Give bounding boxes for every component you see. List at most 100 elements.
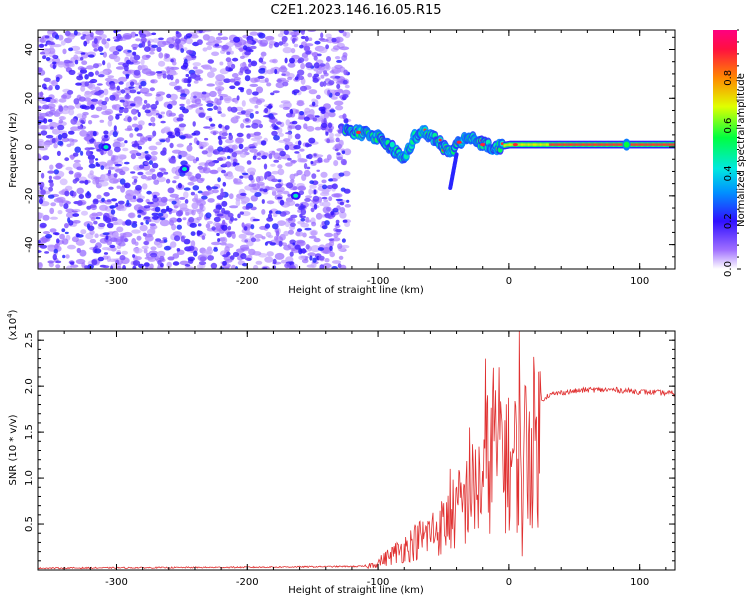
heatmap-noise-mark xyxy=(117,49,122,52)
heatmap-noise-mark xyxy=(218,81,224,86)
heatmap-noise-mark xyxy=(285,132,292,135)
heatmap-noise-mark xyxy=(112,130,118,138)
heatmap-noise-mark xyxy=(119,178,126,185)
heatmap-noise-mark xyxy=(179,106,186,111)
heatmap-noise-mark xyxy=(187,245,195,251)
heatmap-noise-mark xyxy=(329,251,336,258)
heatmap-noise-mark xyxy=(38,125,46,130)
heatmap-noise-mark xyxy=(107,115,114,121)
heatmap-noise-mark xyxy=(117,97,127,101)
heatmap-noise-mark xyxy=(334,148,339,152)
heatmap-trace-mark xyxy=(620,143,623,146)
heatmap-noise-mark xyxy=(253,264,259,269)
heatmap-noise-mark xyxy=(163,245,171,251)
heatmap-noise-mark xyxy=(88,80,95,84)
heatmap-noise-mark xyxy=(239,244,250,251)
heatmap-noise-mark xyxy=(266,200,275,205)
heatmap-noise-mark xyxy=(210,262,218,269)
heatmap-noise-mark xyxy=(217,166,223,172)
heatmap-noise-mark xyxy=(178,135,186,139)
heatmap-noise-mark xyxy=(66,212,74,219)
heatmap-trace-mark xyxy=(572,143,575,146)
heatmap-noise-mark xyxy=(312,257,317,263)
heatmap-noise-mark xyxy=(80,57,84,61)
heatmap-noise-mark xyxy=(310,207,315,213)
heatmap-noise-mark xyxy=(62,254,66,259)
heatmap-noise-mark xyxy=(207,59,214,64)
heatmap-noise-mark xyxy=(304,227,312,231)
heatmap-noise-mark xyxy=(73,30,78,36)
heatmap-noise-mark xyxy=(229,193,234,200)
heatmap-noise-mark xyxy=(114,163,122,167)
heatmap-noise-mark xyxy=(274,42,280,48)
heatmap-noise-mark xyxy=(136,198,144,203)
heatmap-noise-mark xyxy=(338,255,344,260)
heatmap-noise-mark xyxy=(235,266,239,269)
heatmap-noise-mark xyxy=(150,116,156,123)
heatmap-noise-mark xyxy=(71,236,79,243)
heatmap-noise-mark xyxy=(295,231,304,237)
heatmap-noise-mark xyxy=(76,234,84,238)
heatmap-noise-mark xyxy=(226,231,232,238)
heatmap-noise-mark xyxy=(331,37,337,43)
heatmap-noise-mark xyxy=(93,48,99,52)
heatmap-noise-mark xyxy=(283,244,292,251)
heatmap-noise-mark xyxy=(212,39,223,44)
heatmap-noise-mark xyxy=(176,217,182,223)
heatmap-noise-mark xyxy=(346,199,350,203)
heatmap-trace-mark xyxy=(629,143,632,146)
heatmap-noise-mark xyxy=(90,98,99,102)
heatmap-noise-mark xyxy=(317,53,322,57)
heatmap-noise-mark xyxy=(156,171,164,178)
heatmap-noise-mark xyxy=(84,81,90,87)
heatmap-noise-mark xyxy=(71,139,78,143)
heatmap-trace-mark xyxy=(552,143,555,146)
heatmap-noise-mark xyxy=(304,197,311,202)
heatmap-noise-mark xyxy=(53,169,59,175)
heatmap-trace-mark xyxy=(597,143,600,146)
heatmap-noise-mark xyxy=(298,255,306,260)
heatmap-noise-mark xyxy=(290,214,298,219)
heatmap-noise-mark xyxy=(337,129,343,134)
heatmap-noise-mark xyxy=(272,258,277,265)
heatmap-trace-mark xyxy=(649,143,652,146)
heatmap-noise-mark xyxy=(175,30,179,35)
heatmap-noise-mark xyxy=(207,107,213,111)
heatmap-noise-mark xyxy=(259,225,267,230)
heatmap-noise-mark xyxy=(144,161,150,165)
heatmap-trace-mark xyxy=(527,143,530,146)
heatmap-trace-mark xyxy=(635,143,638,146)
heatmap-noise-mark xyxy=(216,106,222,113)
heatmap-noise-mark xyxy=(276,148,284,152)
heatmap-noise-mark xyxy=(178,154,182,159)
heatmap-peak-mark xyxy=(512,143,518,147)
heatmap-noise-mark xyxy=(141,211,146,215)
heatmap-noise-mark xyxy=(96,30,102,34)
heatmap-noise-mark xyxy=(79,176,87,182)
heatmap-noise-mark xyxy=(69,261,75,265)
heatmap-noise-mark xyxy=(58,119,64,124)
heatmap-noise-mark xyxy=(208,161,216,167)
heatmap-trace-mark xyxy=(547,143,549,146)
heatmap-noise-mark xyxy=(173,85,181,91)
heatmap-noise-mark xyxy=(147,40,151,47)
heatmap-noise-mark xyxy=(106,159,113,166)
heatmap-noise-mark xyxy=(47,103,56,109)
heatmap-noise-mark xyxy=(294,133,301,140)
heatmap-trace-mark xyxy=(671,143,674,146)
heatmap-noise-mark xyxy=(278,240,283,247)
heatmap-noise-mark xyxy=(308,89,318,95)
heatmap-noise-mark xyxy=(343,148,352,156)
heatmap-noise-mark xyxy=(285,113,293,118)
heatmap-noise-mark xyxy=(124,182,131,189)
heatmap-spot-mark xyxy=(182,167,187,171)
heatmap-noise-mark xyxy=(254,238,261,242)
heatmap-noise-mark xyxy=(88,71,94,77)
heatmap-noise-mark xyxy=(207,198,215,203)
heatmap-noise-mark xyxy=(156,176,166,183)
heatmap-noise-mark xyxy=(50,216,58,220)
heatmap-noise-mark xyxy=(185,73,190,78)
heatmap-noise-mark xyxy=(176,117,184,122)
heatmap-noise-mark xyxy=(206,83,215,87)
